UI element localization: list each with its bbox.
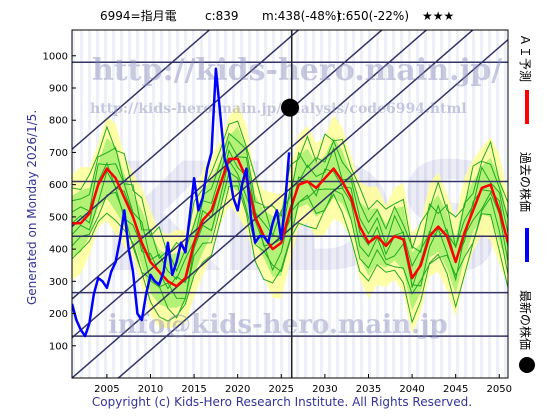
y-axis: 100 200 300 400 500 600 700 800 900 1000 bbox=[43, 51, 76, 352]
watermark-url: http://kids-hero.main.jp/ bbox=[92, 53, 502, 88]
latest-price-marker bbox=[281, 98, 299, 117]
forecast-sample-path bbox=[72, 132, 508, 273]
y-tick-label: 400 bbox=[49, 245, 68, 256]
x-tick-label: 2025 bbox=[269, 384, 294, 395]
x-tick-label: 2015 bbox=[181, 384, 206, 395]
legend-label-past-price: 過去の株価 bbox=[518, 152, 533, 212]
ai-forecast-line bbox=[72, 157, 508, 288]
mid-price: m:438(-48%) bbox=[262, 9, 341, 23]
copyright-footer: Copyright (c) Kids-Hero Research Institu… bbox=[92, 395, 472, 409]
watermark-email: info@kids-hero.main.jp bbox=[108, 310, 448, 340]
series-lines bbox=[72, 30, 508, 378]
y-tick-label: 1000 bbox=[43, 51, 68, 62]
generated-date-text: Generated on Monday 2026/1/5. bbox=[25, 110, 39, 305]
x-tick-label: 2030 bbox=[312, 384, 337, 395]
x-tick-label: 2045 bbox=[443, 384, 468, 395]
y-tick-label: 700 bbox=[49, 148, 68, 159]
forecast-sample-path bbox=[72, 149, 508, 290]
current-price: c:839 bbox=[205, 9, 239, 23]
trend-channel-line bbox=[72, 30, 300, 228]
target-price: t:650(-22%) bbox=[337, 9, 409, 23]
y-tick-label: 500 bbox=[49, 212, 68, 223]
legend-marker-latest-price bbox=[519, 357, 535, 373]
x-tick-label: 2035 bbox=[356, 384, 381, 395]
x-tick-label: 2010 bbox=[138, 384, 163, 395]
x-tick-label: 2005 bbox=[94, 384, 119, 395]
y-tick-label: 600 bbox=[49, 180, 68, 191]
stock-code-name: 6994=指月電 bbox=[100, 8, 177, 23]
x-tick-label: 2040 bbox=[399, 384, 424, 395]
x-axis: 2005 2010 2015 2020 2025 2030 2035 2040 2045 2050 bbox=[94, 374, 512, 395]
trend-channel-line bbox=[72, 30, 211, 150]
y-tick-label: 800 bbox=[49, 116, 68, 127]
past-price-line bbox=[72, 67, 291, 338]
x-tick-label: 2020 bbox=[225, 384, 250, 395]
forecast-sample-path bbox=[72, 120, 508, 256]
rating-stars: ★★★ bbox=[422, 9, 454, 23]
y-tick-label: 200 bbox=[49, 309, 68, 320]
legend: ＡＩ予測 過去の株価 最新の株価 bbox=[518, 34, 535, 373]
y-tick-label: 300 bbox=[49, 277, 68, 288]
trend-channel-line bbox=[72, 30, 428, 339]
y-tick-label: 100 bbox=[49, 341, 68, 352]
chart-header: 6994=指月電 c:839 m:438(-48%) t:650(-22%) ★… bbox=[100, 8, 454, 23]
y-tick-label: 900 bbox=[49, 84, 68, 95]
x-tick-label: 2050 bbox=[487, 384, 512, 395]
legend-label-ai-forecast: ＡＩ予測 bbox=[518, 34, 532, 82]
legend-label-latest-price: 最新の株価 bbox=[518, 290, 533, 350]
plot-frame bbox=[71, 29, 509, 379]
watermark-analysis-url: http://kids-hero.main.jp/analysis/code69… bbox=[90, 101, 467, 117]
plot-area: KIDS http://kids-hero.main.jp/ http://ki… bbox=[72, 30, 508, 378]
trend-channel-line bbox=[117, 39, 508, 378]
